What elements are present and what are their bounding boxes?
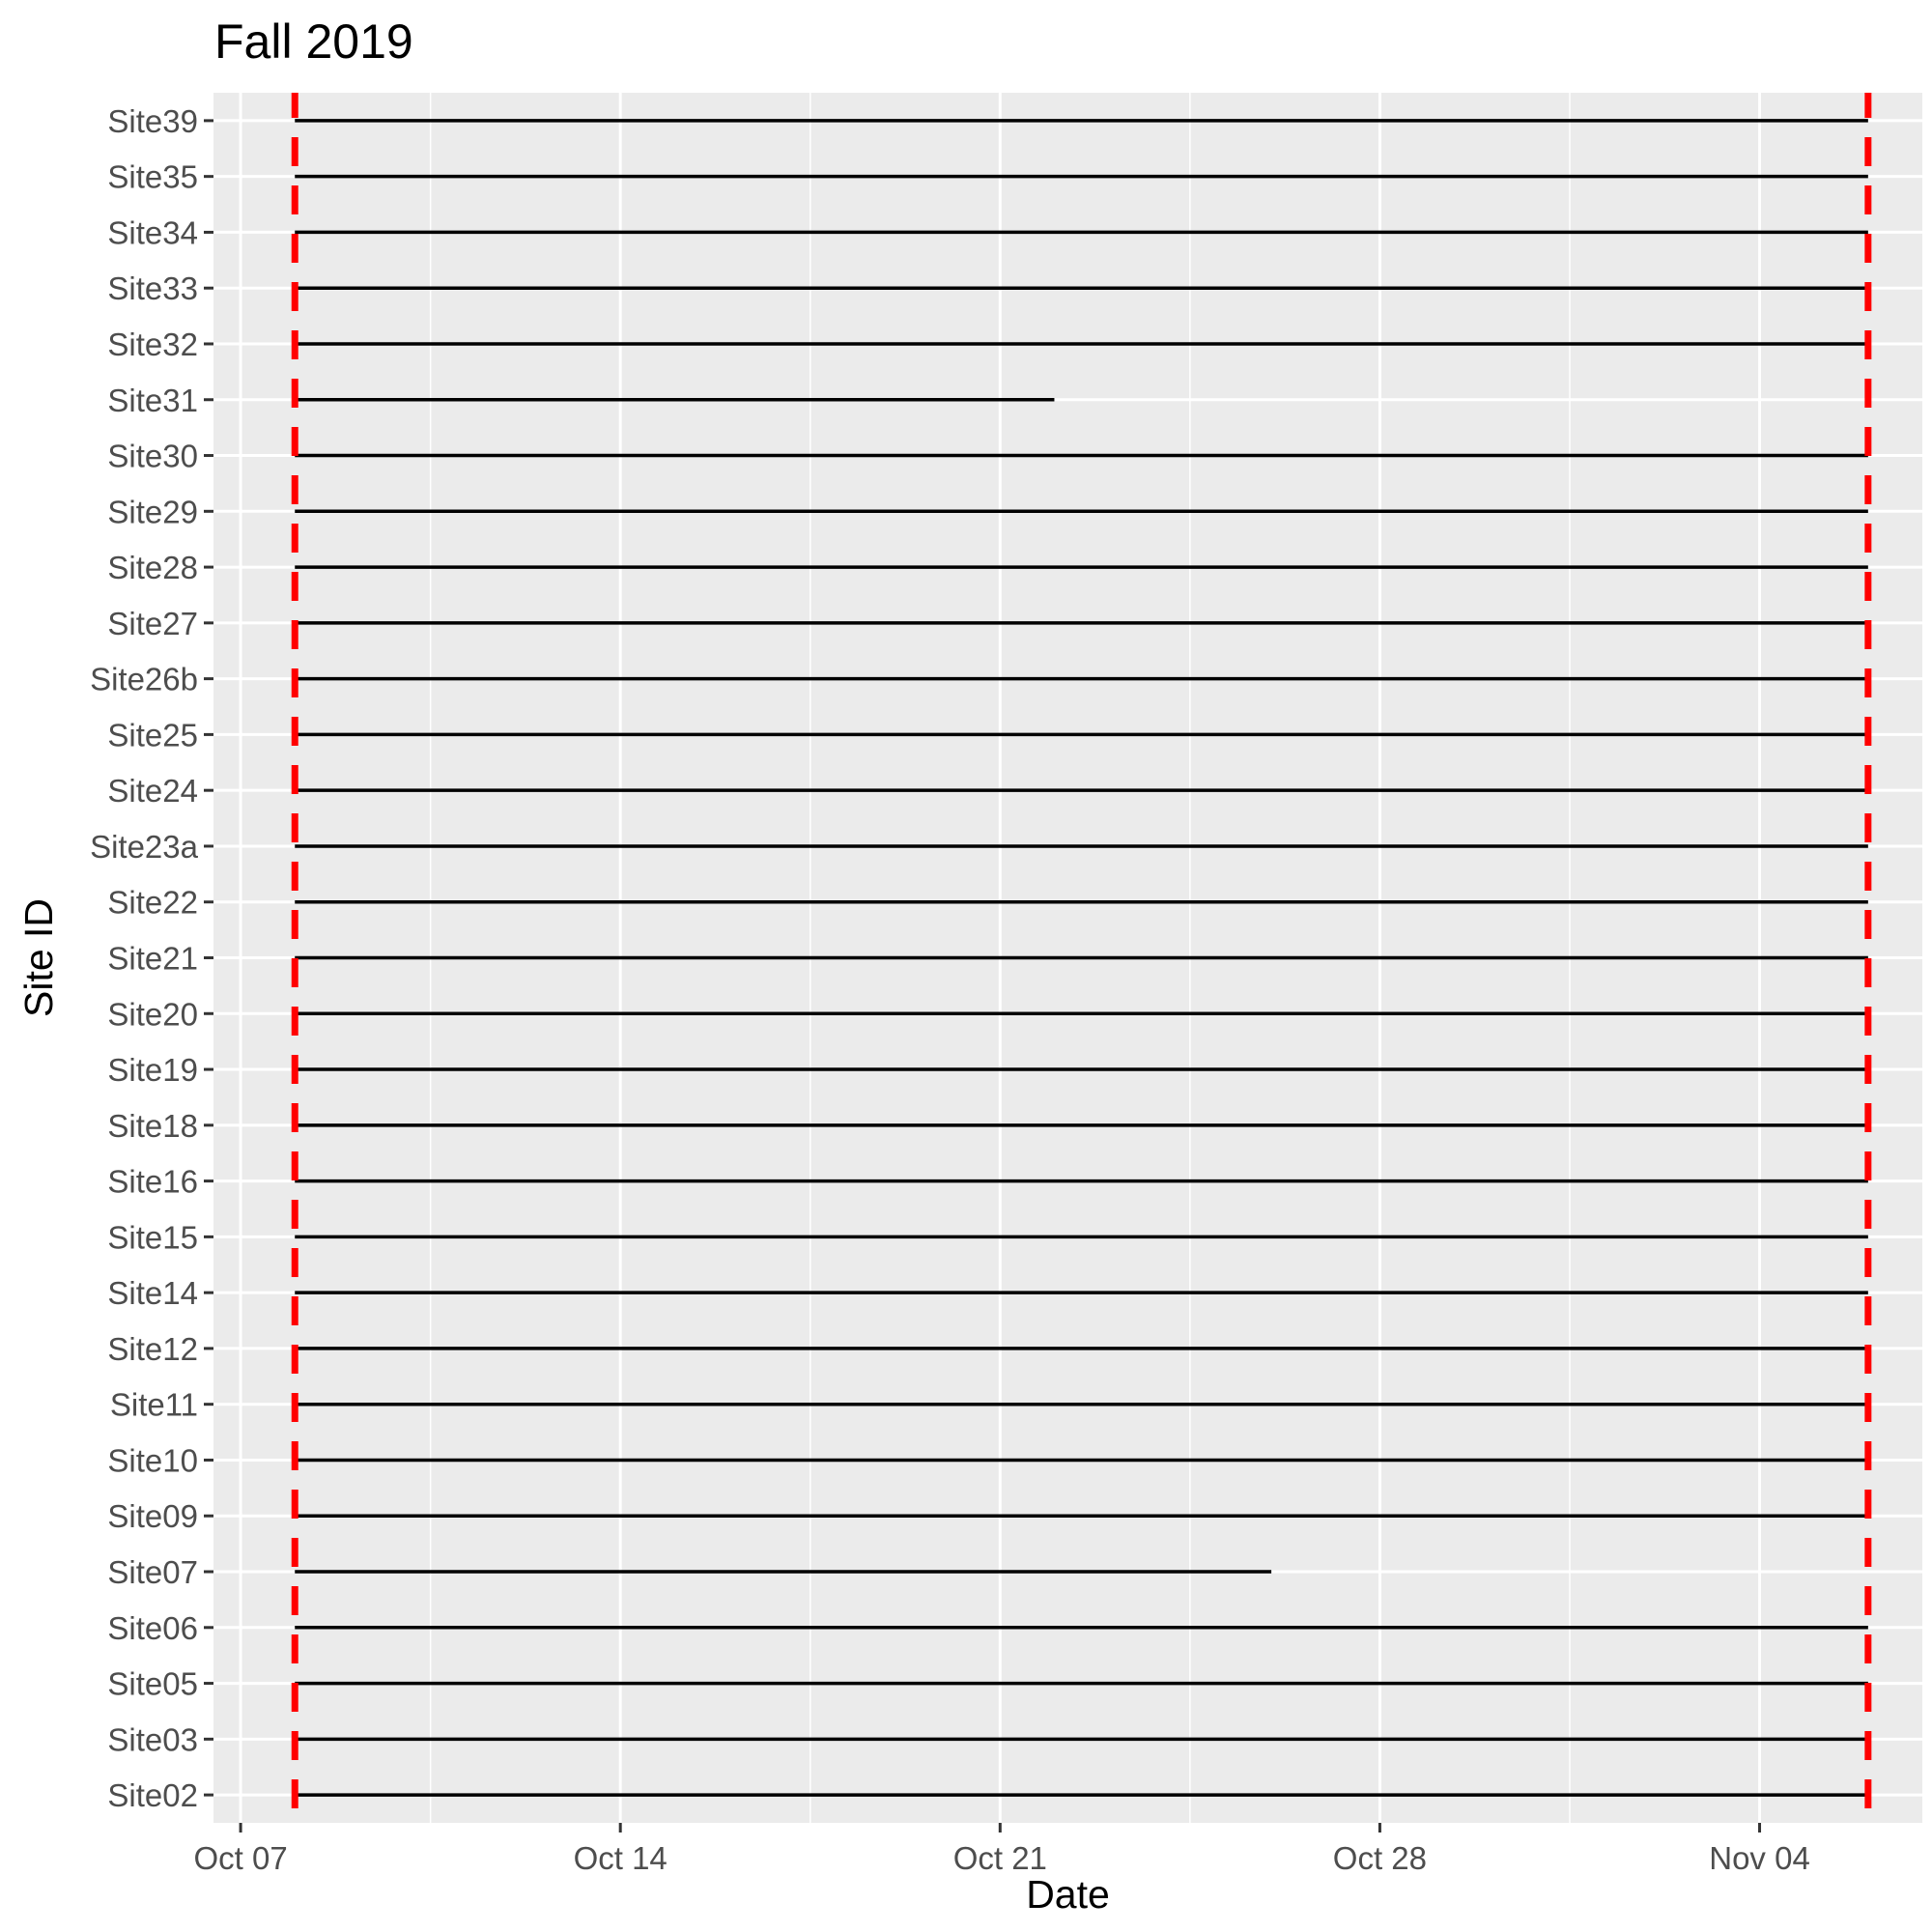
y-tick-label: Site25 [107,717,198,753]
x-tick-label: Oct 28 [1333,1840,1427,1876]
x-tick-label: Nov 04 [1709,1840,1810,1876]
y-tick-label: Site20 [107,996,198,1032]
y-tick-label: Site26b [90,662,198,697]
y-tick-label: Site10 [107,1442,198,1478]
y-tick-label: Site15 [107,1219,198,1255]
x-tick-label: Oct 07 [193,1840,287,1876]
y-axis-title: Site ID [16,898,61,1017]
x-axis: Oct 07 Oct 14 Oct 21 Oct 28 Nov 04 [193,1823,1810,1876]
y-tick-label: Site33 [107,270,198,306]
chart-title: Fall 2019 [214,14,413,69]
x-tick-label: Oct 14 [574,1840,668,1876]
y-tick-label: Site23a [90,829,199,865]
y-tick-label: Site28 [107,550,198,585]
y-tick-label: Site03 [107,1721,198,1757]
y-tick-label: Site16 [107,1164,198,1200]
y-tick-label: Site24 [107,773,198,809]
y-tick-label: Site05 [107,1666,198,1702]
x-tick-label: Oct 21 [953,1840,1047,1876]
y-tick-label: Site12 [107,1331,198,1367]
y-tick-label: Site11 [110,1387,198,1423]
y-axis: Site39 Site35 Site34 Site33 Site32 Site31 Site… [90,103,213,1813]
y-tick-label: Site21 [107,941,198,977]
y-tick-label: Site35 [107,159,198,195]
y-tick-label: Site32 [107,327,198,362]
y-tick-label: Site39 [107,103,198,139]
segment-layer [295,119,1868,1797]
y-tick-label: Site27 [107,606,198,641]
y-tick-label: Site18 [107,1108,198,1144]
y-tick-label: Site06 [107,1610,198,1646]
x-axis-title: Date [1026,1872,1110,1917]
y-tick-label: Site09 [107,1498,198,1534]
y-tick-label: Site31 [107,383,198,418]
y-tick-label: Site34 [107,214,198,250]
y-tick-label: Site22 [107,885,198,921]
y-tick-label: Site19 [107,1052,198,1088]
reference-line-layer [291,93,1872,1823]
y-tick-label: Site02 [107,1777,198,1813]
y-tick-label: Site07 [107,1554,198,1590]
y-tick-label: Site29 [107,494,198,529]
y-tick-label: Site14 [107,1275,198,1311]
y-tick-label: Site30 [107,439,198,474]
